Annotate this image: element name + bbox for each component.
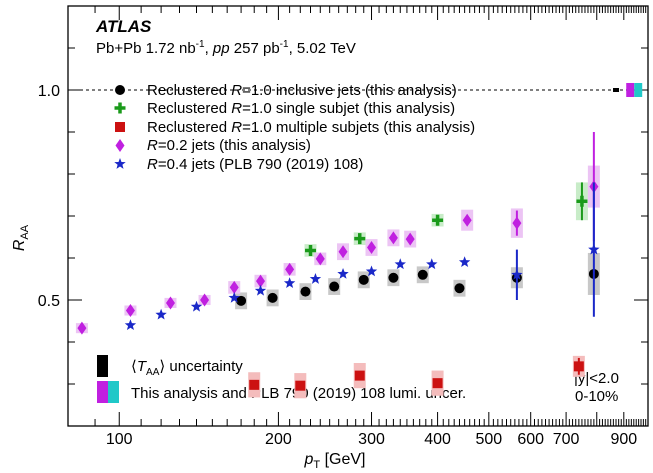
marker-single-subjet [576, 195, 588, 207]
centrality-label: 0-10% [575, 388, 618, 405]
atlas-label: ATLAS [95, 17, 152, 36]
taa-norm-box [613, 88, 620, 92]
lumi-norm-box-b [634, 83, 643, 97]
y-tick-label-1.0: 1.0 [38, 83, 60, 100]
marker-multiple-subjets [295, 380, 306, 391]
marker-r02 [285, 262, 295, 276]
uncertainty-legend: ⟨TAA⟩ uncertainty This analysis and PLB … [97, 355, 466, 403]
x-tick-label-700: 700 [553, 431, 580, 448]
series-2 [248, 355, 585, 399]
marker-r02 [200, 293, 210, 307]
series-1 [304, 182, 588, 257]
x-tick-label-300: 300 [358, 431, 385, 448]
y-axis-title: RAA [11, 224, 31, 251]
marker-r04 [309, 273, 322, 284]
legend-label-single-subjet: Reclustered R=1.0 single subjet (this an… [147, 100, 455, 117]
marker-r02 [125, 304, 135, 317]
legend-marker-r02 [115, 139, 125, 152]
taa-uncertainty-label: ⟨TAA⟩ uncertainty [131, 358, 243, 378]
marker-r04 [588, 243, 600, 255]
y-tick-label-0.5: 0.5 [38, 293, 60, 310]
marker-r04 [337, 267, 349, 279]
legend-label-r02: R=0.2 jets (this analysis) [147, 137, 311, 154]
marker-r04 [124, 319, 137, 331]
marker-single-subjet [354, 233, 366, 245]
marker-r02 [405, 232, 415, 246]
marker-single-subjet [432, 214, 444, 226]
legend-marker-single-subjet [114, 102, 126, 114]
lumi-norm-box-a [626, 83, 635, 97]
x-axis-title: pT [GeV] [304, 451, 366, 471]
marker-r04 [155, 308, 167, 320]
marker-r04 [365, 265, 378, 277]
marker-r02 [338, 245, 348, 259]
taa-uncertainty-swatch [97, 355, 108, 377]
x-tick-label-500: 500 [475, 431, 502, 448]
rapidity-cut-label: |y|<2.0 [574, 370, 619, 387]
lumi-uncertainty-swatch-a [97, 381, 108, 403]
marker-inclusive [454, 283, 465, 294]
x-tick-label-400: 400 [424, 431, 451, 448]
x-tick-labels: 100 200 300 400 500 600 700 900 [106, 431, 637, 448]
legend-marker-multiple-subjets [115, 122, 125, 132]
x-axis-ticks [67, 6, 649, 426]
marker-r02 [512, 216, 522, 230]
marker-r02 [77, 321, 87, 335]
y-axis-ticks [68, 5, 648, 427]
lumi-uncertainty-swatch-b [108, 381, 119, 403]
marker-inclusive [417, 269, 428, 280]
marker-multiple-subjets [354, 370, 365, 381]
marker-r02 [315, 252, 325, 266]
legend-marker-r04 [114, 158, 126, 169]
marker-r04 [511, 268, 523, 280]
marker-multiple-subjets [573, 361, 584, 372]
marker-r02 [256, 274, 266, 288]
marker-r04 [458, 256, 471, 268]
marker-inclusive [358, 274, 369, 285]
marker-r04 [254, 284, 267, 296]
series-3 [75, 132, 600, 335]
marker-r04 [228, 291, 240, 303]
marker-single-subjet [305, 244, 317, 256]
marker-r02 [229, 280, 239, 294]
marker-inclusive [329, 281, 340, 292]
marker-r04 [190, 300, 203, 312]
data-points [75, 132, 600, 399]
marker-inclusive [300, 286, 311, 297]
marker-r04 [426, 258, 438, 270]
marker-r02 [388, 231, 398, 245]
x-tick-label-200: 200 [265, 431, 292, 448]
legend-marker-inclusive [115, 85, 125, 95]
x-tick-label-900: 900 [610, 431, 637, 448]
dataset-label: Pb+Pb 1.72 nb-1, pp 257 pb-1, 5.02 TeV [96, 39, 356, 57]
marker-r02 [165, 296, 175, 310]
legend: Reclustered R=1.0 inclusive jets (this a… [114, 82, 475, 173]
x-tick-label-100: 100 [106, 431, 133, 448]
marker-inclusive [236, 295, 247, 306]
marker-inclusive [388, 272, 399, 283]
series-4 [124, 182, 600, 331]
marker-r02 [462, 213, 472, 227]
legend-label-r04: R=0.4 jets (PLB 790 (2019) 108) [147, 156, 363, 173]
marker-r04 [394, 258, 406, 270]
marker-multiple-subjets [249, 379, 260, 390]
marker-inclusive [267, 292, 278, 303]
legend-label-multiple-subjets: Reclustered R=1.0 multiple subjets (this… [147, 119, 475, 136]
normalization-uncertainty-boxes [613, 83, 643, 97]
x-tick-label-600: 600 [517, 431, 544, 448]
marker-multiple-subjets [432, 378, 443, 389]
legend-label-inclusive: Reclustered R=1.0 inclusive jets (this a… [147, 82, 457, 99]
marker-r04 [283, 277, 296, 289]
marker-r02 [367, 241, 377, 254]
